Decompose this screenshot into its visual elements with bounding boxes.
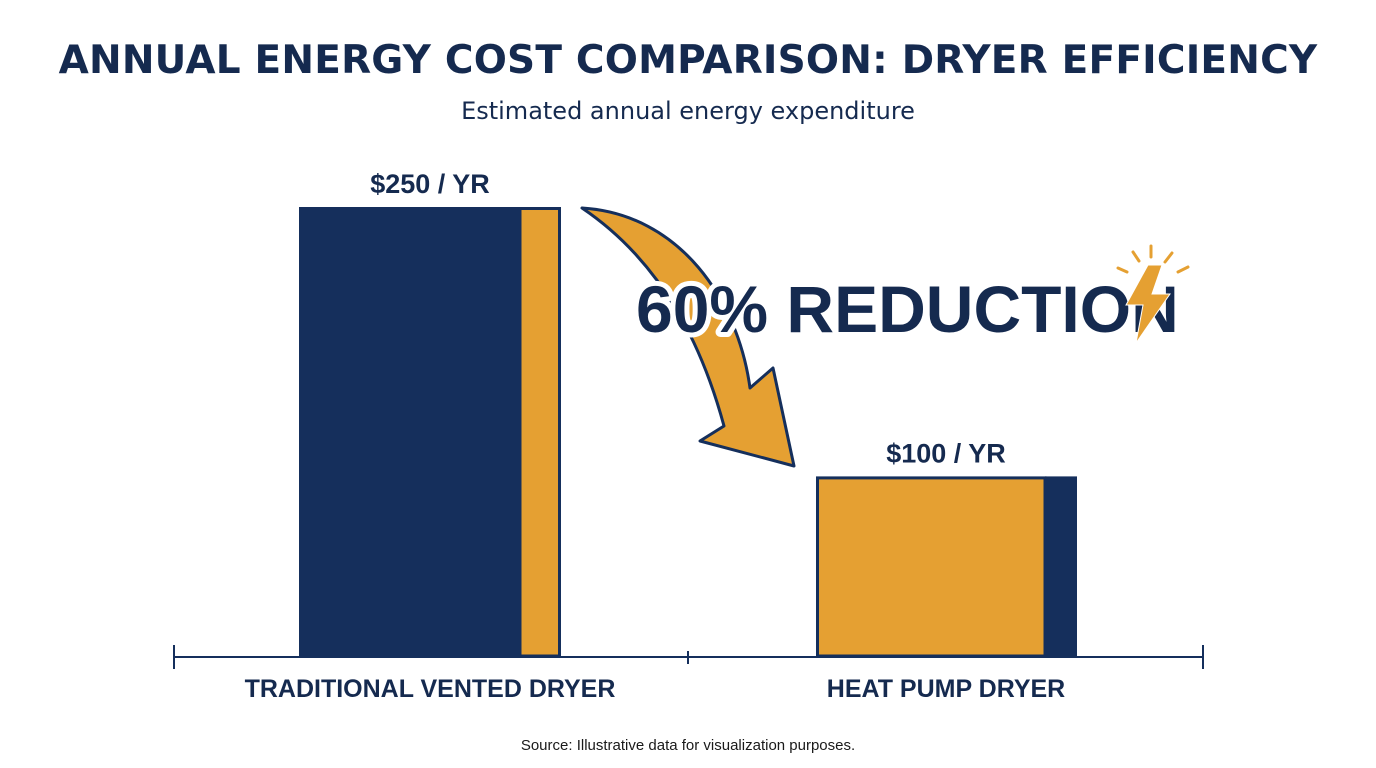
bar-stripe — [1045, 476, 1077, 656]
bars-layer — [299, 207, 1077, 658]
lightning-bolt-icon — [1116, 244, 1190, 344]
chart-title: ANNUAL ENERGY COST COMPARISON: DRYER EFF… — [58, 38, 1318, 83]
chart-subtitle: Estimated annual energy expenditure — [461, 97, 915, 125]
bar — [816, 476, 1077, 658]
reduction-callout: 60% REDUCTION — [636, 272, 1179, 346]
bar-main — [816, 476, 1047, 658]
value-label: $100 / YR — [886, 438, 1006, 468]
value-label: $250 / YR — [370, 169, 490, 199]
bar-main — [299, 207, 520, 656]
source-note: Source: Illustrative data for visualizat… — [520, 737, 856, 754]
category-label: HEAT PUMP DRYER — [827, 675, 1065, 703]
bar-stripe — [518, 207, 561, 658]
curved-arrow-icon — [580, 206, 796, 468]
x-axis — [173, 645, 1204, 669]
bar — [299, 207, 561, 658]
labels-layer: $250 / YR TRADITIONAL VENTED DRYER $100 / … — [245, 169, 1066, 703]
category-label: TRADITIONAL VENTED DRYER — [245, 675, 616, 703]
